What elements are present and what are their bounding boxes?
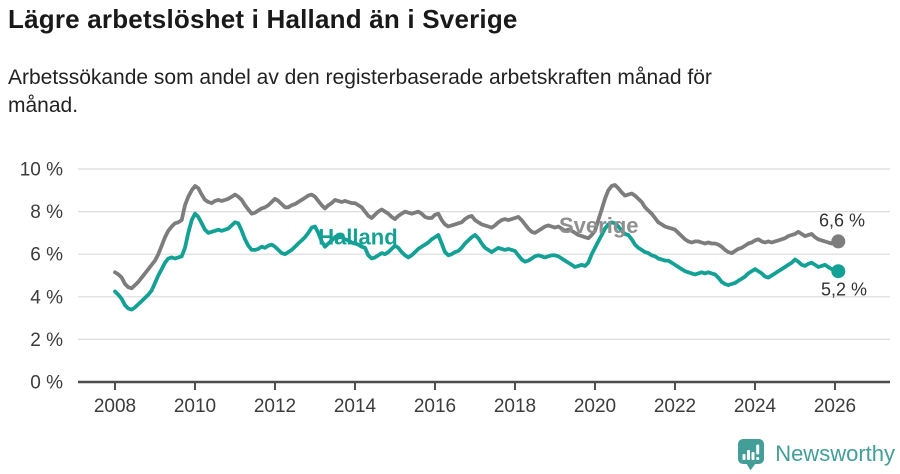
x-tick-label: 2014 — [334, 396, 377, 417]
x-tick-label: 2016 — [414, 396, 456, 417]
x-tick-label: 2024 — [734, 396, 777, 417]
chart-svg: 10 % 8 % 6 % 4 % 2 % 0 % 2008 2010 2012 2014 2016 2… — [20, 160, 890, 417]
x-tick-label: 2018 — [494, 396, 536, 417]
y-tick-label: 2 % — [30, 330, 63, 351]
sverige-end-value: 6,6 % — [819, 211, 865, 231]
brand-footer: Newsworthy — [736, 437, 895, 471]
page-title: Lägre arbetslöshet i Halland än i Sverig… — [8, 4, 518, 34]
newsworthy-logo-icon — [738, 438, 765, 470]
halland-series-label: Halland — [318, 225, 397, 250]
y-tick-label: 0 % — [30, 373, 63, 394]
end-dot-sverige — [831, 234, 846, 249]
x-tick-label: 2022 — [654, 396, 696, 417]
y-tick-label: 10 % — [20, 160, 63, 181]
series-line-sverige — [113, 183, 841, 291]
series-line-halland — [113, 211, 841, 312]
brand-name: Newsworthy — [775, 441, 895, 466]
halland-end-value: 5,2 % — [821, 280, 867, 300]
y-tick-label: 4 % — [30, 287, 63, 308]
y-tick-label: 8 % — [30, 202, 63, 223]
x-tick-label: 2020 — [574, 396, 616, 417]
x-tick-label: 2026 — [814, 396, 856, 417]
subtitle-line-1: Arbetssökande som andel av den registerb… — [8, 66, 712, 89]
y-tick-label: 6 % — [30, 245, 63, 266]
x-tick-label: 2010 — [174, 396, 216, 417]
end-dot-halland — [831, 264, 846, 279]
chart-subtitle: Arbetssökande som andel av den registerb… — [8, 64, 888, 119]
sverige-series-label: Sverige — [559, 213, 639, 238]
x-tick-label: 2008 — [94, 396, 136, 417]
x-tick-label: 2012 — [254, 396, 296, 417]
subtitle-line-2: månad. — [8, 93, 79, 117]
